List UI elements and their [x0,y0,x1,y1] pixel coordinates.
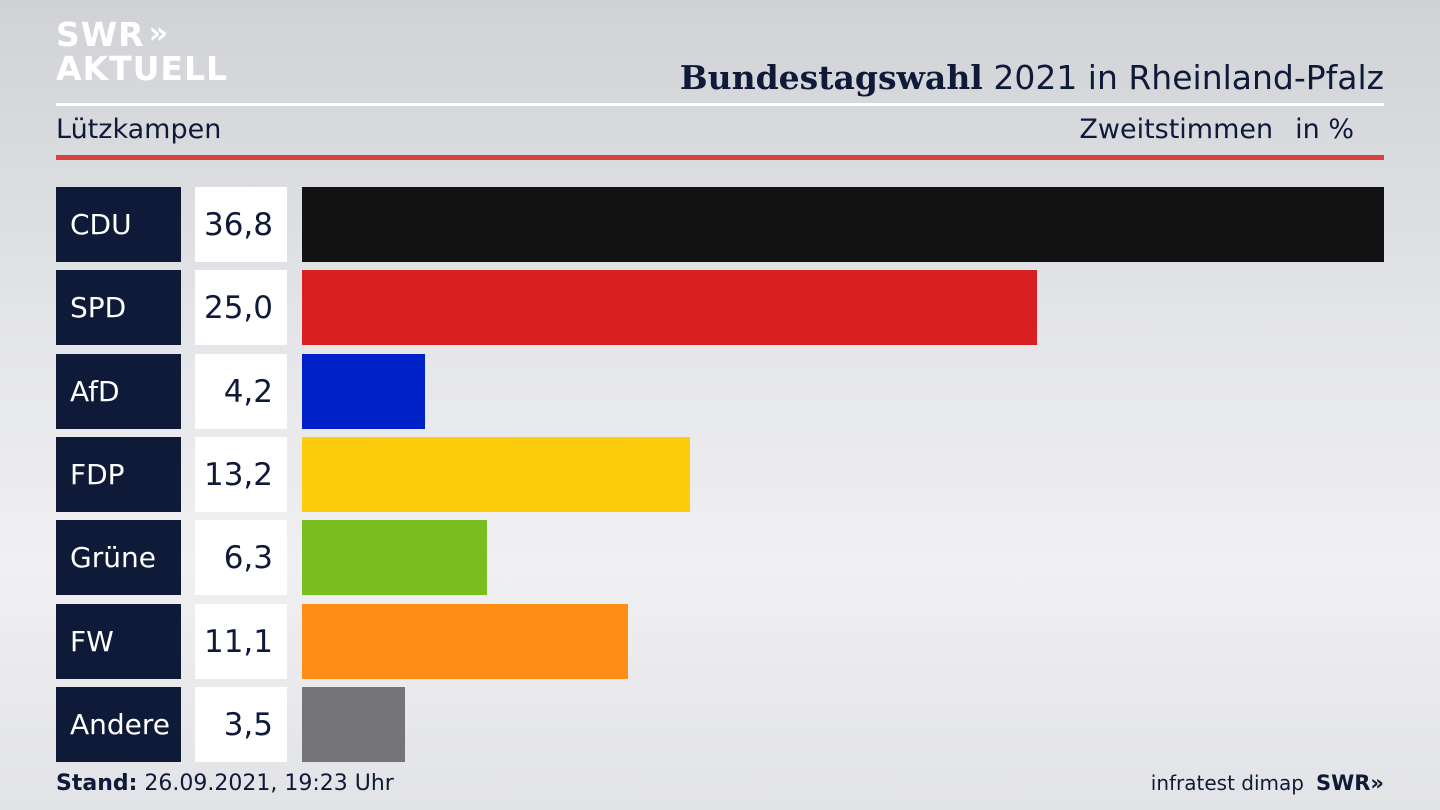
chart-row-spd: SPD 25,0 [56,270,1384,345]
measure-label: Zweitstimmen in % [1079,114,1354,145]
party-label: SPD [56,270,181,345]
value-label: 11,1 [195,604,287,679]
value-label: 36,8 [195,187,287,262]
chart-title-rest: 2021 in Rheinland-Pfalz [982,58,1384,97]
place-name: Lützkampen [56,114,222,145]
vote-type-label: Zweitstimmen [1079,114,1274,145]
bar-grüne [302,520,487,595]
bar-fdp [302,437,690,512]
timestamp-label: Stand: [56,771,138,796]
value-label: 4,2 [195,354,287,429]
chart-row-afd: AfD 4,2 [56,354,1384,429]
chart-row-grüne: Grüne 6,3 [56,520,1384,595]
timestamp: Stand: 26.09.2021, 19:23 Uhr [56,771,394,796]
chart-title: Bundestagswahl 2021 in Rheinland-Pfalz [680,58,1384,97]
party-label: FDP [56,437,181,512]
chart-row-andere: Andere 3,5 [56,687,1384,762]
bar-spd [302,270,1037,345]
unit-label: in % [1295,114,1354,145]
chart-row-fw: FW 11,1 [56,604,1384,679]
swr-aktuell-logo: SWR» AKTUELL [56,16,228,88]
bar-andere [302,687,405,762]
party-label: Andere [56,687,181,762]
logo-aktuell-text: AKTUELL [56,49,229,88]
source-label: infratest dimap [1150,771,1304,795]
value-label: 6,3 [195,520,287,595]
party-label: CDU [56,187,181,262]
party-label: FW [56,604,181,679]
accent-divider [56,155,1384,160]
party-label: AfD [56,354,181,429]
swr-brand-logo: SWR» [1315,771,1384,795]
bar-fw [302,604,628,679]
bar-afd [302,354,425,429]
value-label: 25,0 [195,270,287,345]
timestamp-value: 26.09.2021, 19:23 Uhr [137,771,394,796]
chevron-right-icon: » [148,16,169,51]
bar-cdu [302,187,1384,262]
logo-swr-text: SWR [56,14,145,54]
party-label: Grüne [56,520,181,595]
header-divider [56,103,1384,106]
source-credit: infratest dimap SWR» [1151,771,1384,795]
value-label: 3,5 [195,687,287,762]
value-label: 13,2 [195,437,287,512]
chart-title-bold: Bundestagswahl [679,58,983,97]
chart-row-cdu: CDU 36,8 [56,187,1384,262]
chart-row-fdp: FDP 13,2 [56,437,1384,512]
